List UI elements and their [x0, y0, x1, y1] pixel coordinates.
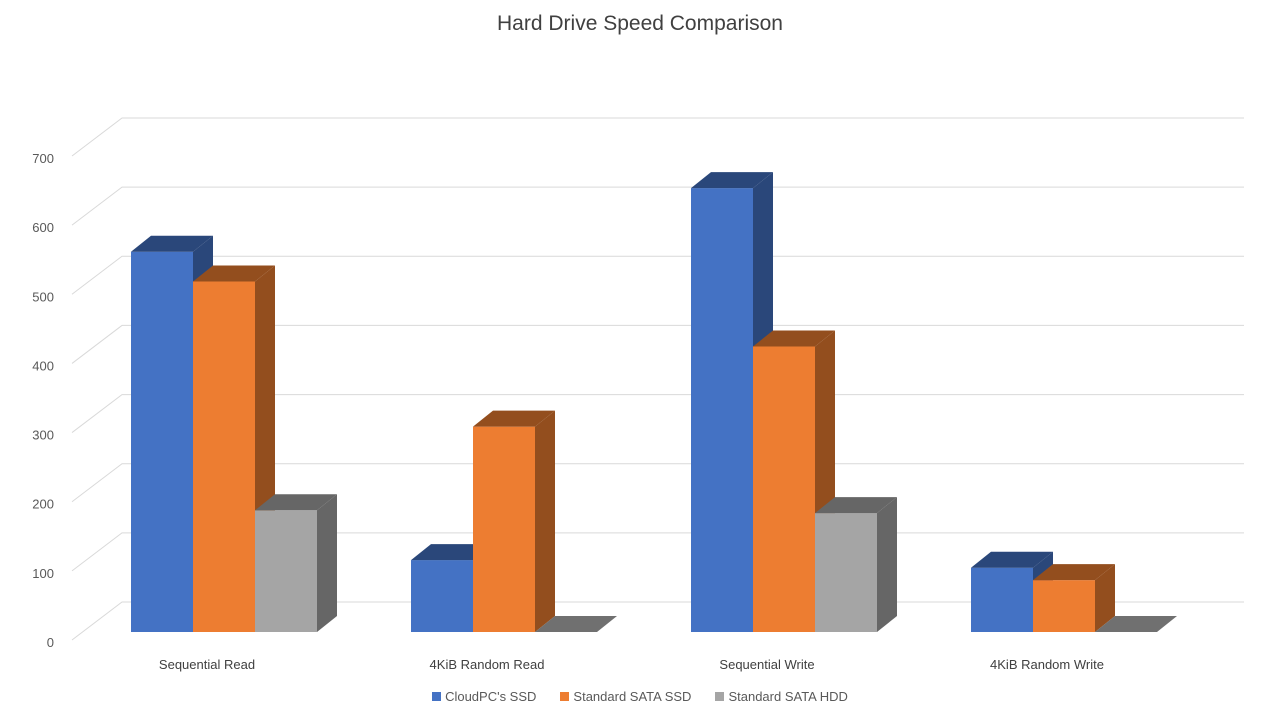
y-tick-label: 300 [32, 428, 54, 443]
gridlines [71, 117, 1244, 641]
legend-label: Standard SATA HDD [728, 689, 848, 704]
x-tick-label: Sequential Write [719, 657, 814, 672]
bar [815, 497, 897, 632]
bar [411, 544, 493, 632]
x-tick-label: Sequential Read [159, 657, 255, 672]
x-axis-labels: Sequential Read 4KiB Random Read Sequentia… [159, 657, 1104, 672]
bar [255, 494, 337, 632]
y-tick-label: 200 [32, 497, 54, 512]
bar [1033, 564, 1115, 632]
legend-item: CloudPC's SSD [432, 689, 536, 704]
gridline [71, 186, 1244, 226]
y-tick-label: 600 [32, 220, 54, 235]
bar [473, 410, 555, 632]
legend-swatch [715, 692, 725, 701]
gridline [71, 324, 1244, 364]
gridline [71, 117, 1244, 157]
bar [535, 616, 617, 632]
y-tick-label: 0 [47, 635, 54, 650]
legend-label: CloudPC's SSD [445, 689, 537, 704]
legend: CloudPC's SSD Standard SATA SSD Standard S… [0, 689, 1280, 704]
y-tick-label: 400 [32, 358, 54, 373]
x-tick-label: 4KiB Random Write [990, 657, 1104, 672]
gridline [71, 463, 1244, 503]
legend-swatch [560, 692, 570, 701]
x-tick-label: 4KiB Random Read [430, 657, 545, 672]
y-axis-ticks: 0 100 200 300 400 500 600 700 [32, 151, 54, 650]
y-tick-label: 500 [32, 289, 54, 304]
gridline [71, 255, 1244, 295]
gridline [71, 394, 1244, 433]
legend-item: Standard SATA SSD [560, 689, 691, 704]
legend-swatch [432, 692, 442, 701]
y-tick-label: 100 [32, 566, 54, 581]
y-tick-label: 700 [32, 151, 54, 166]
legend-label: Standard SATA SSD [573, 689, 692, 704]
chart-title: Hard Drive Speed Comparison [497, 12, 783, 35]
legend-item: Standard SATA HDD [715, 689, 848, 704]
bar [1095, 616, 1177, 632]
bars [131, 172, 1177, 633]
